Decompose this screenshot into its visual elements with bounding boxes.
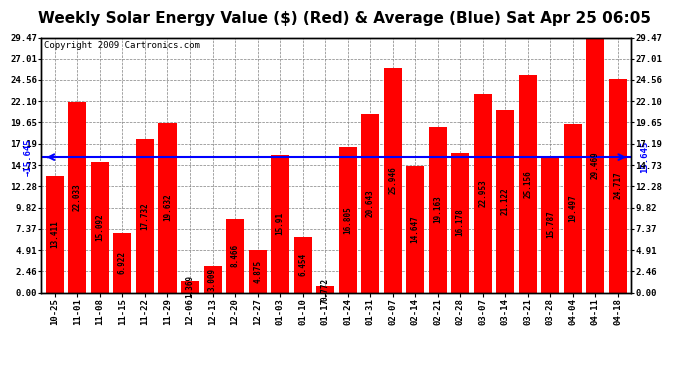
Text: 6.454: 6.454 [298,253,307,276]
Bar [406,166,424,292]
Text: 22.033: 22.033 [73,183,82,211]
Bar [159,123,177,292]
Text: Weekly Solar Energy Value ($) (Red) & Average (Blue) Sat Apr 25 06:05: Weekly Solar Energy Value ($) (Red) & Av… [39,11,651,26]
Bar [226,219,244,292]
Bar [428,127,446,292]
Text: 25.156: 25.156 [523,170,532,198]
Text: 13.411: 13.411 [50,220,59,248]
Bar [496,110,514,292]
Text: 15.092: 15.092 [95,213,104,241]
Bar [271,155,289,292]
Bar [293,237,312,292]
Text: 15.787: 15.787 [546,210,555,238]
Text: 6.922: 6.922 [118,251,127,274]
Bar [519,75,537,292]
Bar [564,124,582,292]
Text: 15.91: 15.91 [275,212,284,235]
Bar [586,38,604,292]
Bar [384,68,402,292]
Text: 16.805: 16.805 [343,206,352,234]
Bar [204,267,221,292]
Bar [46,177,64,292]
Text: 17.732: 17.732 [141,202,150,229]
Text: 8.466: 8.466 [230,244,239,267]
Bar [136,139,154,292]
Bar [91,162,109,292]
Text: 16.178: 16.178 [455,209,465,236]
Text: 20.643: 20.643 [366,189,375,217]
Bar [541,156,560,292]
Text: 29.469: 29.469 [591,151,600,179]
Bar [361,114,380,292]
Text: 19.163: 19.163 [433,196,442,223]
Text: 21.122: 21.122 [501,187,510,215]
Text: Copyright 2009 Cartronics.com: Copyright 2009 Cartronics.com [44,41,200,50]
Bar [68,102,86,292]
Text: 3.009: 3.009 [208,268,217,291]
Bar [113,232,132,292]
Bar [609,79,627,292]
Text: 19.632: 19.632 [163,194,172,222]
Text: 15.645: 15.645 [640,141,649,173]
Text: 0.772: 0.772 [321,278,330,301]
Bar [339,147,357,292]
Bar [451,153,469,292]
Text: 19.497: 19.497 [569,194,578,222]
Bar [181,280,199,292]
Bar [316,286,334,292]
Text: 1.369: 1.369 [186,275,195,298]
Text: 22.953: 22.953 [478,179,487,207]
Text: →15.645: →15.645 [23,138,32,176]
Text: 14.647: 14.647 [411,215,420,243]
Text: 25.946: 25.946 [388,166,397,194]
Text: 4.875: 4.875 [253,260,262,283]
Bar [248,251,266,292]
Text: 24.717: 24.717 [613,172,622,200]
Bar [474,94,492,292]
